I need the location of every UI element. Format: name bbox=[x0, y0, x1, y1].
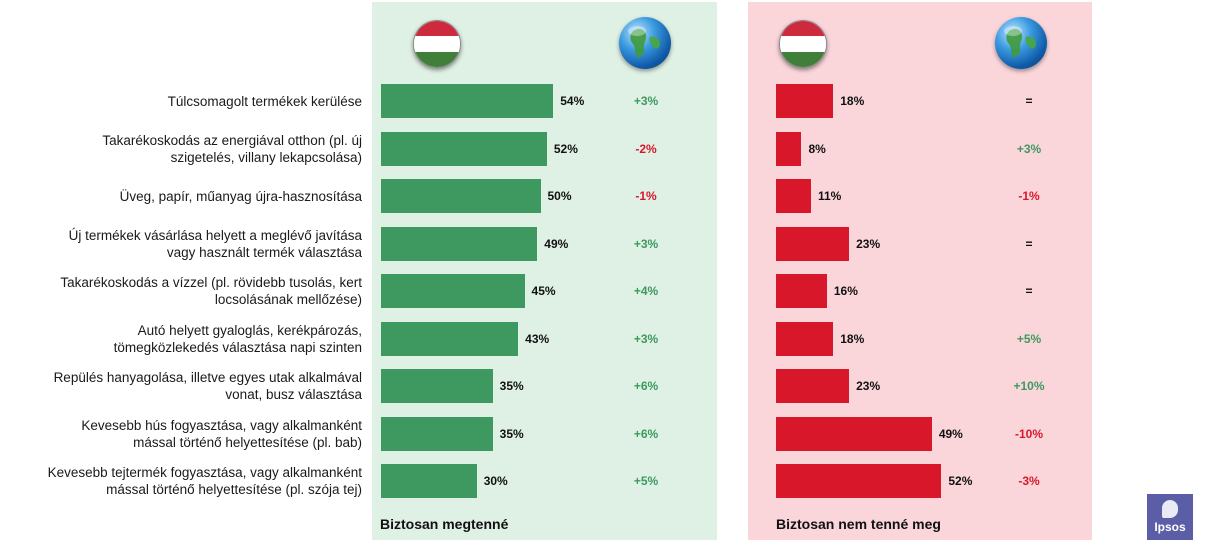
change-label: +5% bbox=[633, 474, 659, 488]
data-label: 49% bbox=[938, 426, 963, 441]
category-label: Repülés hanyagolása, illetve egyes utak … bbox=[2, 369, 362, 403]
category-label-line: Takarékoskodás az energiával otthon (pl.… bbox=[102, 132, 362, 148]
category-label: Új termékek vásárlása helyett a meglévő … bbox=[2, 227, 362, 261]
change-label: = bbox=[1025, 94, 1033, 108]
change-label: = bbox=[1025, 236, 1033, 251]
ipsos-logo-mark bbox=[1162, 500, 1178, 518]
flag-stripe-green bbox=[780, 51, 826, 67]
change-label: +3% bbox=[633, 331, 659, 346]
flag-stripe-white bbox=[780, 36, 826, 52]
category-label-line: mással történő helyettesítése (pl. bab) bbox=[133, 434, 362, 450]
change-label: +6% bbox=[633, 426, 659, 441]
bar bbox=[381, 84, 554, 118]
section-title-would-not-do: Biztosan nem tenné meg bbox=[776, 516, 941, 532]
category-label-line: Új termékek vásárlása helyett a meglévő … bbox=[68, 227, 362, 243]
data-label: 30% bbox=[483, 474, 508, 488]
change-label: +3% bbox=[633, 236, 659, 251]
change-label: -3% bbox=[1018, 474, 1040, 488]
change-label: +6% bbox=[633, 379, 659, 393]
bar bbox=[381, 464, 477, 498]
change-label: -10% bbox=[1014, 426, 1043, 441]
section-title-would-do: Biztosan megtenné bbox=[380, 516, 509, 532]
change-label: +4% bbox=[633, 284, 659, 298]
bar bbox=[776, 464, 942, 498]
category-label-line: szigetelés, villany lekapcsolása) bbox=[170, 149, 362, 165]
category-label-line: locsolásának mellőzése) bbox=[214, 292, 362, 307]
data-label: 18% bbox=[840, 331, 865, 346]
flag-stripe-red bbox=[414, 21, 460, 37]
data-label: 35% bbox=[499, 379, 524, 393]
ipsos-logo-text: Ipsos bbox=[1154, 520, 1186, 534]
bar bbox=[381, 416, 493, 451]
data-label: 35% bbox=[499, 426, 524, 441]
bar bbox=[776, 274, 827, 308]
data-label: 49% bbox=[544, 236, 569, 251]
change-label: -2% bbox=[635, 141, 657, 156]
category-label-line: Túlcsomagolt termékek kerülése bbox=[167, 93, 362, 109]
category-label: Takarékoskodás az energiával otthon (pl.… bbox=[2, 132, 362, 166]
change-label: +10% bbox=[1013, 379, 1045, 393]
bar bbox=[776, 369, 850, 403]
data-label: 52% bbox=[553, 141, 578, 156]
category-label: Kevesebb hús fogyasztása, vagy alkalmank… bbox=[2, 417, 362, 451]
category-label-line: Takarékoskodás a vízzel (pl. rövidebb tu… bbox=[60, 275, 362, 290]
bar bbox=[776, 131, 802, 166]
panel-would-definitely-not-do: Biztosan nem tenné meg bbox=[748, 2, 1092, 540]
globe-icon bbox=[619, 17, 671, 69]
bar bbox=[776, 84, 834, 118]
category-label: Üveg, papír, műanyag újra-hasznosítása bbox=[2, 188, 362, 205]
data-label: 23% bbox=[856, 379, 881, 393]
category-label-line: Autó helyett gyaloglás, kerékpározás, bbox=[137, 322, 362, 338]
data-label: 18% bbox=[840, 94, 865, 108]
category-label-line: Repülés hanyagolása, illetve egyes utak … bbox=[53, 370, 362, 385]
category-label: Kevesebb tejtermék fogyasztása, vagy alk… bbox=[2, 464, 362, 498]
category-label-line: Üveg, papír, műanyag újra-hasznosítása bbox=[119, 188, 362, 204]
data-label: 43% bbox=[525, 331, 550, 346]
category-label-line: vagy használt termék választása bbox=[166, 244, 362, 260]
bar bbox=[776, 226, 850, 261]
bar bbox=[381, 274, 525, 308]
hungary-flag-icon bbox=[779, 20, 827, 68]
change-label: -1% bbox=[635, 189, 657, 203]
flag-stripe-red bbox=[780, 21, 826, 37]
data-label: 11% bbox=[817, 189, 842, 203]
ipsos-logo: Ipsos bbox=[1147, 494, 1193, 540]
change-label: = bbox=[1025, 284, 1033, 298]
globe-icon bbox=[995, 17, 1047, 69]
hungary-flag-icon bbox=[413, 20, 461, 68]
data-label: 52% bbox=[948, 474, 973, 488]
data-label: 16% bbox=[833, 284, 858, 298]
category-label-line: Kevesebb tejtermék fogyasztása, vagy alk… bbox=[47, 465, 362, 480]
change-label: +5% bbox=[1016, 331, 1042, 346]
bar bbox=[776, 179, 811, 213]
category-label-line: tömegközlekedés választása napi szinten bbox=[113, 339, 362, 355]
data-label: 50% bbox=[547, 189, 572, 203]
data-label: 8% bbox=[808, 141, 826, 156]
change-label: +3% bbox=[633, 94, 659, 108]
category-label: Autó helyett gyaloglás, kerékpározás, töm… bbox=[2, 322, 362, 356]
bar bbox=[776, 321, 834, 356]
category-label-line: vonat, busz választása bbox=[225, 387, 362, 402]
category-label: Takarékoskodás a vízzel (pl. rövidebb tu… bbox=[2, 274, 362, 308]
bar bbox=[381, 321, 519, 356]
category-label: Túlcsomagolt termékek kerülése bbox=[2, 93, 362, 110]
change-label: -1% bbox=[1018, 189, 1040, 203]
data-label: 45% bbox=[531, 284, 556, 298]
flag-stripe-white bbox=[414, 36, 460, 52]
category-label-line: Kevesebb hús fogyasztása, vagy alkalmank… bbox=[81, 417, 362, 433]
data-label: 54% bbox=[560, 94, 585, 108]
panel-would-definitely-do: Biztosan megtenné bbox=[372, 2, 717, 540]
bar bbox=[381, 226, 538, 261]
data-label: 23% bbox=[856, 236, 881, 251]
change-label: +3% bbox=[1016, 141, 1042, 156]
category-label-line: mással történő helyettesítése (pl. szója… bbox=[106, 482, 362, 497]
bar bbox=[381, 131, 547, 166]
bar bbox=[776, 416, 932, 451]
bar bbox=[381, 369, 493, 403]
flag-stripe-green bbox=[414, 51, 460, 67]
bar bbox=[381, 179, 541, 213]
